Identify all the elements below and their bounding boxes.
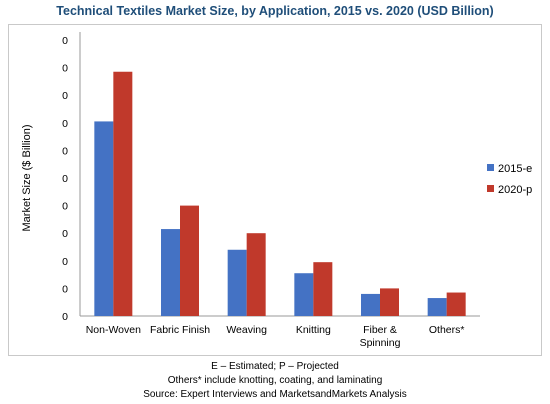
x-category-label: Fabric Finish xyxy=(150,324,210,336)
legend-label-2015-e: 2015-e xyxy=(498,163,532,175)
bar-2020-p-5 xyxy=(446,292,466,316)
y-tick-label: 0 xyxy=(62,173,68,185)
y-tick-label: 0 xyxy=(62,201,68,213)
y-tick-label: 0 xyxy=(62,256,68,268)
y-tick-label: 0 xyxy=(62,118,68,130)
y-tick-label: 0 xyxy=(62,35,68,47)
x-category-label: Weaving xyxy=(226,324,267,336)
x-category-label: Fiber & Spinning xyxy=(360,324,401,349)
y-tick-label: 0 xyxy=(62,63,68,75)
legend-label-2020-p: 2020-p xyxy=(498,184,532,196)
bar-2020-p-0 xyxy=(113,71,133,317)
x-category-label: Knitting xyxy=(296,324,331,336)
y-tick-label: 0 xyxy=(62,145,68,157)
y-axis-label: Market Size ($ Billion) xyxy=(21,125,33,232)
bar-2020-p-4 xyxy=(380,288,399,316)
legend-swatch-2015-e xyxy=(487,164,494,171)
footnote-source: Source: Expert Interviews and Marketsand… xyxy=(143,389,407,400)
footnote-others: Others* include knotting, coating, and l… xyxy=(167,375,383,386)
y-tick-label: 0 xyxy=(62,228,68,240)
bar-2020-p-1 xyxy=(180,205,199,316)
bar-2015-e-5 xyxy=(427,298,447,316)
bar-2020-p-3 xyxy=(313,262,333,316)
chart-title: Technical Textiles Market Size, by Appli… xyxy=(56,4,494,18)
bar-2015-e-4 xyxy=(361,293,380,316)
bar-2015-e-0 xyxy=(94,121,114,316)
bar-chart: Market Size ($ Billion) 0 0 0 0 0 0 0 0 0 0 0 Non-… xyxy=(21,32,532,349)
legend-swatch-2020-p xyxy=(487,185,494,192)
x-category-label: Others* xyxy=(429,324,465,336)
bar-2015-e-3 xyxy=(294,273,314,316)
bar-2015-e-2 xyxy=(227,249,247,316)
chart-frame xyxy=(8,24,542,356)
y-tick-label: 0 xyxy=(62,311,68,323)
footnote-estimated-projected: E – Estimated; P – Projected xyxy=(211,361,339,372)
x-category-label: Non-Woven xyxy=(86,324,141,336)
y-tick-label: 0 xyxy=(62,90,68,102)
bar-2015-e-1 xyxy=(161,229,180,316)
bar-2020-p-2 xyxy=(246,233,266,316)
y-tick-label: 0 xyxy=(62,283,68,295)
